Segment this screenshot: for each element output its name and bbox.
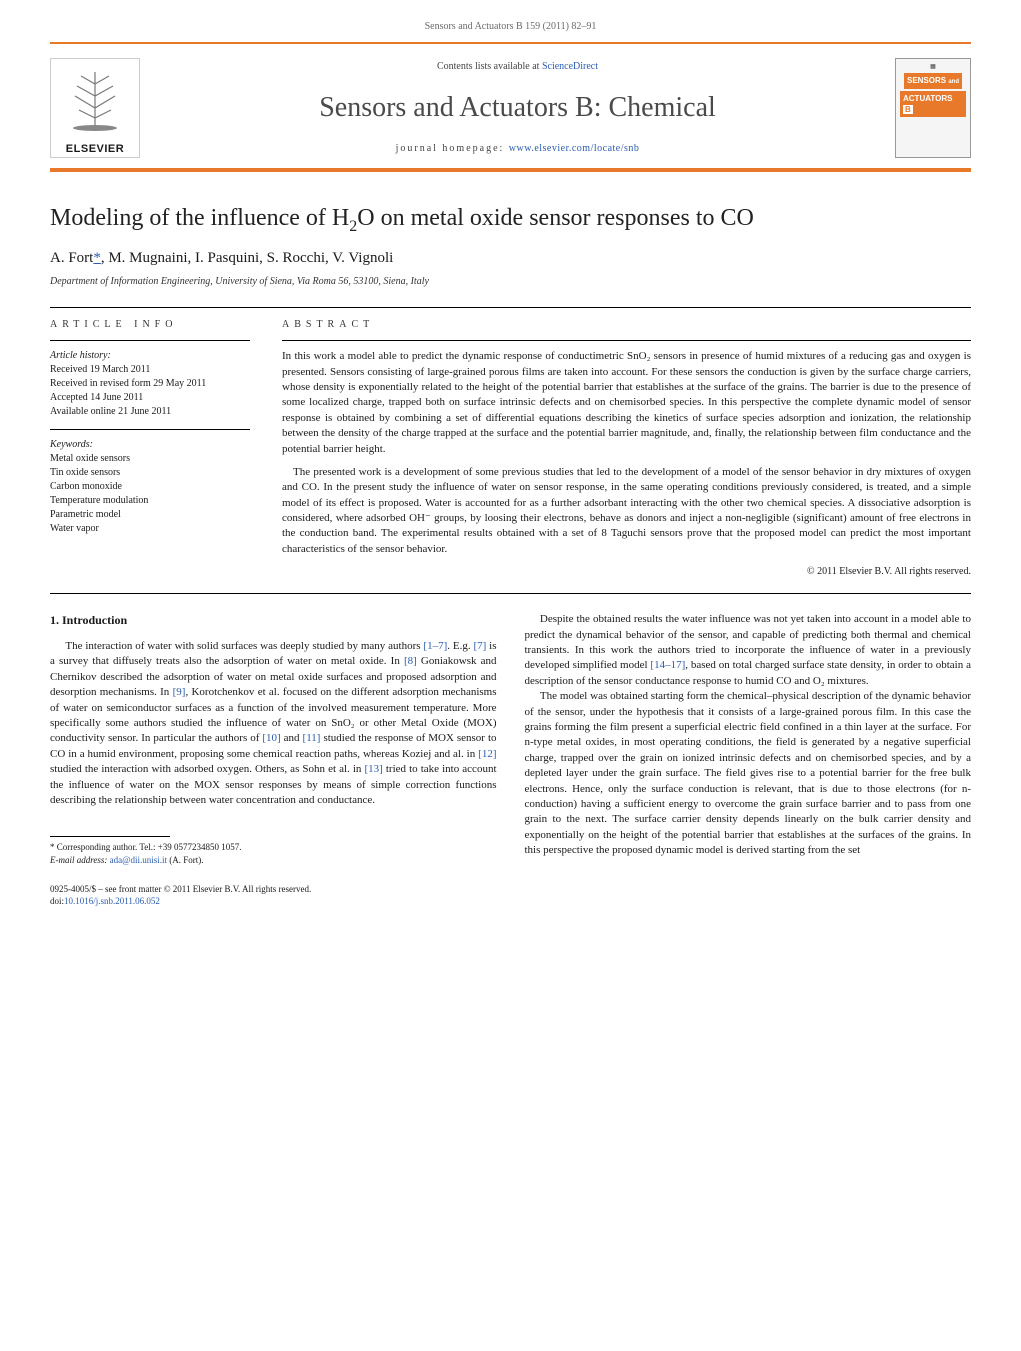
cover-band-1: SENSORS and bbox=[904, 73, 962, 88]
header-center: Contents lists available at ScienceDirec… bbox=[140, 60, 895, 155]
abstract-label: ABSTRACT bbox=[282, 318, 971, 332]
keyword-3: Carbon monoxide bbox=[50, 481, 122, 492]
keyword-2: Tin oxide sensors bbox=[50, 467, 120, 478]
article-info-label: ARTICLE INFO bbox=[50, 318, 250, 332]
cover-small-icon: ▦ bbox=[930, 63, 936, 71]
contents-prefix: Contents lists available at bbox=[437, 61, 542, 72]
email-line: E-mail address: ada@dii.unisi.it (A. For… bbox=[50, 854, 497, 867]
author-first: A. Fort bbox=[50, 250, 93, 266]
body-p3: The model was obtained starting form the… bbox=[525, 689, 972, 858]
abstract-rule bbox=[282, 340, 971, 341]
article-history: Article history: Received 19 March 2011 … bbox=[50, 349, 250, 419]
keyword-1: Metal oxide sensors bbox=[50, 453, 130, 464]
ref-link-14-17[interactable]: [14–17] bbox=[650, 659, 685, 671]
journal-header: ELSEVIER Contents lists available at Sci… bbox=[50, 52, 971, 172]
history-received: Received 19 March 2011 bbox=[50, 364, 150, 375]
email-link[interactable]: ada@dii.unisi.it bbox=[110, 855, 167, 865]
doi-line: doi:10.1016/j.snb.2011.06.052 bbox=[50, 895, 497, 908]
rule-above-info bbox=[50, 307, 971, 308]
body-p1: The interaction of water with solid surf… bbox=[50, 639, 497, 808]
doi-link[interactable]: 10.1016/j.snb.2011.06.052 bbox=[64, 896, 160, 906]
info-abstract-row: ARTICLE INFO Article history: Received 1… bbox=[50, 318, 971, 579]
corresponding-author-link[interactable]: * bbox=[93, 250, 101, 266]
article-info-col: ARTICLE INFO Article history: Received 1… bbox=[50, 318, 250, 579]
top-rule bbox=[50, 42, 971, 44]
ref-link-7[interactable]: [7] bbox=[473, 640, 486, 652]
keyword-5: Parametric model bbox=[50, 509, 121, 520]
history-title: Article history: bbox=[50, 350, 111, 361]
rule-below-abstract bbox=[50, 593, 971, 594]
cover-band-2: ACTUATORS B bbox=[900, 91, 966, 117]
history-online: Available online 21 June 2011 bbox=[50, 406, 171, 417]
elsevier-logo: ELSEVIER bbox=[50, 58, 140, 158]
abstract-p2: The presented work is a development of s… bbox=[282, 465, 971, 557]
info-rule bbox=[50, 340, 250, 341]
ref-link-8[interactable]: [8] bbox=[404, 655, 417, 667]
abstract-text: In this work a model able to predict the… bbox=[282, 349, 971, 557]
ref-link-9[interactable]: [9] bbox=[173, 686, 186, 698]
history-accepted: Accepted 14 June 2011 bbox=[50, 392, 143, 403]
keyword-4: Temperature modulation bbox=[50, 495, 148, 506]
homepage-link[interactable]: www.elsevier.com/locate/snb bbox=[509, 143, 640, 154]
footer-rule bbox=[50, 836, 170, 837]
ref-link-10[interactable]: [10] bbox=[262, 732, 280, 744]
journal-title: Sensors and Actuators B: Chemical bbox=[156, 88, 879, 127]
corresponding-footer: * Corresponding author. Tel.: +39 057723… bbox=[50, 836, 497, 907]
elsevier-tree-icon bbox=[65, 66, 125, 140]
journal-homepage: journal homepage: www.elsevier.com/locat… bbox=[156, 142, 879, 156]
abstract-col: ABSTRACT In this work a model able to pr… bbox=[282, 318, 971, 579]
email-suffix: (A. Fort). bbox=[167, 855, 204, 865]
body-columns: 1. Introduction The interaction of water… bbox=[50, 612, 971, 907]
intro-heading: 1. Introduction bbox=[50, 612, 497, 629]
sciencedirect-link[interactable]: ScienceDirect bbox=[542, 61, 598, 72]
keywords-rule bbox=[50, 429, 250, 430]
ref-link-1-7[interactable]: [1–7] bbox=[423, 640, 447, 652]
front-matter-line: 0925-4005/$ – see front matter © 2011 El… bbox=[50, 883, 497, 896]
contents-available: Contents lists available at ScienceDirec… bbox=[156, 60, 879, 74]
elsevier-name: ELSEVIER bbox=[66, 142, 124, 157]
email-label: E-mail address: bbox=[50, 855, 110, 865]
homepage-label: journal homepage: bbox=[396, 143, 509, 154]
authors-rest: , M. Mugnaini, I. Pasquini, S. Rocchi, V… bbox=[101, 250, 393, 266]
authors: A. Fort*, M. Mugnaini, I. Pasquini, S. R… bbox=[50, 248, 971, 269]
ref-link-12[interactable]: [12] bbox=[478, 748, 496, 760]
history-revised: Received in revised form 29 May 2011 bbox=[50, 378, 206, 389]
corr-author-line: * Corresponding author. Tel.: +39 057723… bbox=[50, 841, 497, 854]
ref-link-13[interactable]: [13] bbox=[364, 763, 382, 775]
keywords: Keywords: Metal oxide sensors Tin oxide … bbox=[50, 438, 250, 536]
doi-label: doi: bbox=[50, 896, 64, 906]
keyword-6: Water vapor bbox=[50, 523, 99, 534]
copyright: © 2011 Elsevier B.V. All rights reserved… bbox=[282, 565, 971, 579]
ref-link-11[interactable]: [11] bbox=[303, 732, 321, 744]
front-matter: 0925-4005/$ – see front matter © 2011 El… bbox=[50, 883, 497, 908]
body-p2: Despite the obtained results the water i… bbox=[525, 612, 972, 689]
journal-cover-thumb: ▦ SENSORS and ACTUATORS B bbox=[895, 58, 971, 158]
journal-reference: Sensors and Actuators B 159 (2011) 82–91 bbox=[50, 20, 971, 34]
affiliation: Department of Information Engineering, U… bbox=[50, 275, 971, 289]
article-title: Modeling of the influence of H2O on meta… bbox=[50, 202, 971, 238]
abstract-p1: In this work a model able to predict the… bbox=[282, 349, 971, 457]
keywords-title: Keywords: bbox=[50, 439, 93, 450]
